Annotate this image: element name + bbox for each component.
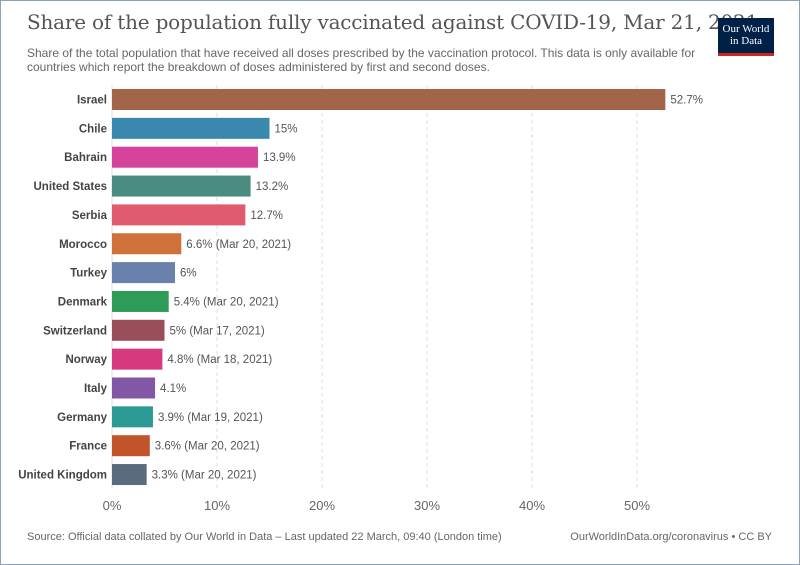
- category-label: Denmark: [58, 296, 108, 308]
- category-label: United States: [34, 181, 108, 193]
- bar: [112, 290, 169, 312]
- bar: [112, 319, 165, 341]
- category-label: Chile: [79, 123, 107, 135]
- value-label: 3.6% (Mar 20, 2021): [155, 441, 260, 453]
- category-label: Germany: [57, 412, 107, 424]
- category-label: Switzerland: [43, 325, 107, 337]
- value-label: 4.8% (Mar 18, 2021): [167, 354, 272, 366]
- x-tick-label: 0%: [103, 498, 122, 513]
- value-label: 15%: [275, 123, 298, 135]
- bar: [112, 377, 156, 399]
- category-label: Bahrain: [64, 152, 107, 164]
- bar: [112, 406, 153, 428]
- source-note: Source: Official data collated by Our Wo…: [27, 531, 502, 543]
- value-label: 5.4% (Mar 20, 2021): [174, 296, 279, 308]
- logo-line-1: Our World: [722, 23, 770, 35]
- bar: [112, 464, 147, 486]
- value-label: 5% (Mar 17, 2021): [170, 325, 265, 337]
- bar: [112, 348, 163, 370]
- x-tick-label: 30%: [414, 498, 440, 513]
- category-label: Morocco: [59, 239, 107, 251]
- bar: [112, 146, 258, 168]
- bar: [112, 233, 182, 255]
- category-label: Serbia: [72, 210, 108, 222]
- bar: [112, 117, 270, 139]
- x-tick-label: 40%: [519, 498, 545, 513]
- bar: [112, 262, 175, 284]
- x-tick-label: 50%: [624, 498, 650, 513]
- value-label: 12.7%: [250, 210, 283, 222]
- logo-line-2: in Data: [729, 35, 763, 47]
- category-label: Israel: [77, 95, 107, 107]
- bar: [112, 204, 246, 226]
- chart-subtitle: Share of the total population that have …: [27, 46, 696, 74]
- bar: [112, 89, 666, 110]
- value-label: 3.3% (Mar 20, 2021): [152, 470, 257, 482]
- value-label: 13.2%: [256, 181, 289, 193]
- value-label: 13.9%: [263, 152, 296, 164]
- value-label: 52.7%: [670, 95, 703, 107]
- bar: [112, 175, 251, 197]
- value-label: 4.1%: [160, 383, 186, 395]
- bar-chart: 0% 10% 20% 30% 40% 50% Israel 52.7% Chile 15% Bahr…: [18, 85, 703, 513]
- category-label: Norway: [65, 354, 107, 366]
- value-label: 6.6% (Mar 20, 2021): [186, 239, 291, 251]
- value-label: 3.9% (Mar 19, 2021): [158, 412, 263, 424]
- bar: [112, 435, 150, 457]
- value-label: 6%: [180, 268, 197, 280]
- category-label: Turkey: [70, 268, 107, 280]
- category-label: France: [69, 441, 107, 453]
- category-label: United Kingdom: [18, 470, 107, 482]
- x-tick-label: 10%: [204, 498, 230, 513]
- category-label: Italy: [84, 383, 108, 395]
- chart-title: Share of the population fully vaccinated…: [27, 10, 759, 34]
- owid-logo[interactable]: Our World in Data: [718, 18, 774, 56]
- x-tick-label: 20%: [309, 498, 335, 513]
- credit-note[interactable]: OurWorldInData.org/coronavirus • CC BY: [570, 531, 772, 543]
